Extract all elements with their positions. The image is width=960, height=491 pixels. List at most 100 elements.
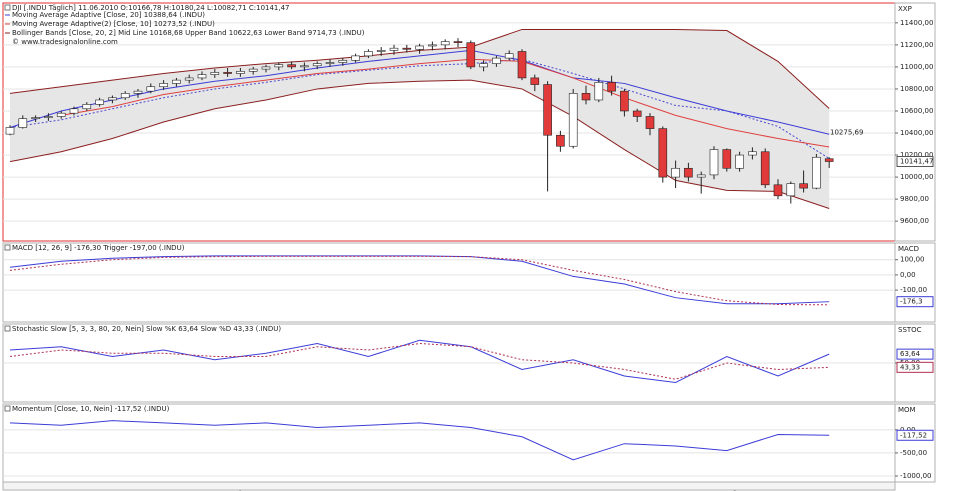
axis-area	[894, 403, 936, 483]
candle-body	[172, 79, 181, 84]
candle-body	[146, 86, 156, 92]
panel-icon	[4, 405, 11, 412]
candle-body	[197, 74, 207, 79]
candle-body	[824, 158, 834, 162]
candle-body	[56, 112, 66, 117]
axis-area	[894, 242, 936, 323]
candle-body	[120, 93, 130, 99]
candle-body	[210, 72, 220, 75]
indicator-line	[9, 420, 830, 461]
candle-body	[671, 167, 680, 178]
candle-body	[620, 90, 629, 112]
y-tick-label: 10800,00	[900, 85, 933, 93]
candle-body	[568, 93, 578, 147]
candle-body	[325, 62, 335, 64]
candle-body	[530, 77, 540, 85]
candle-body	[453, 41, 463, 43]
last-value-label: -176,3	[900, 298, 923, 306]
panel-title: DJI [.INDU Täglich] 11.06.2010 O:10166,7…	[12, 4, 290, 12]
candle-body	[696, 174, 706, 178]
candle-body	[722, 149, 732, 169]
candle-body	[261, 66, 271, 70]
candle-body	[300, 65, 309, 68]
candle-body	[581, 93, 591, 101]
y-tick-label: 9600,00	[900, 217, 929, 225]
candle-body	[428, 44, 437, 47]
axis-area	[894, 2, 936, 242]
candle-body	[338, 59, 348, 63]
axis-label: SSTOC	[898, 326, 922, 334]
indicator-line	[9, 255, 830, 306]
legend-entry: Bollinger Bands [Close, 20, 2] Mid Line …	[12, 29, 365, 37]
last-value-label: -117,52	[900, 431, 927, 439]
candle-body	[108, 97, 117, 101]
panel-icon	[4, 4, 11, 11]
candle-body	[69, 108, 79, 114]
last-value-box	[896, 348, 934, 360]
y-tick-label: -500,00	[900, 449, 927, 457]
candle-body	[504, 53, 514, 59]
y-tick-label: -100,00	[900, 286, 927, 294]
candle-body	[287, 64, 296, 68]
indicator-line	[9, 342, 830, 380]
y-tick-label: 0,00	[900, 271, 916, 279]
candle-body	[645, 116, 655, 129]
legend-entry: Moving Average Adaptive(2) [Close, 10] 1…	[12, 20, 215, 28]
lower-band	[9, 79, 830, 209]
candle-body	[812, 156, 821, 189]
axis-label: XXP	[898, 5, 912, 13]
panel	[2, 242, 896, 323]
candle-body	[95, 99, 104, 105]
candle-body	[31, 117, 40, 119]
candle-body	[799, 183, 808, 189]
candle-body	[748, 151, 757, 156]
y-tick-label: 10200,00	[900, 151, 933, 159]
candle-body	[223, 72, 232, 74]
candle-body	[517, 51, 527, 79]
candle-body	[133, 90, 143, 94]
y-tick-label: 10000,00	[900, 173, 933, 181]
candle-body	[18, 118, 28, 128]
candle-body	[492, 57, 501, 64]
axis-label: MOM	[898, 406, 916, 414]
candle-body	[159, 83, 168, 88]
candle-body	[735, 154, 744, 169]
candle-body	[658, 128, 668, 178]
candle-body	[248, 68, 258, 72]
candle-body	[479, 63, 488, 68]
bottom-axis	[2, 481, 896, 491]
candle-body	[274, 64, 284, 68]
y-tick-label: 11200,00	[900, 41, 933, 49]
axis-label: MACD	[898, 245, 919, 253]
y-tick-label: 11400,00	[900, 19, 933, 27]
candle-body	[760, 151, 770, 186]
candle-body	[236, 71, 245, 74]
last-value-box	[896, 296, 934, 308]
legend-entry: © www.tradesignalonline.com	[12, 38, 118, 46]
candle-body	[466, 42, 476, 68]
moving-average	[61, 58, 830, 148]
last-value-box	[896, 361, 934, 373]
last-value-box	[896, 156, 934, 168]
candle-body	[364, 51, 373, 57]
panel-title: Momentum [Close, 10, Nein] -117,52 (.IND…	[12, 405, 170, 413]
candle-body	[376, 50, 386, 52]
last-value-box	[896, 429, 934, 441]
candle-body	[543, 84, 552, 136]
candle-body	[415, 45, 424, 50]
candle-body	[44, 116, 53, 118]
candle-body	[402, 47, 412, 50]
candle-body	[632, 110, 642, 117]
annotation: 10275,69	[830, 129, 863, 137]
candle-body	[684, 167, 693, 178]
last-value-label: 43,33	[900, 363, 920, 371]
candle-body	[389, 47, 399, 51]
panel-icon	[4, 325, 11, 332]
candle-body	[709, 149, 719, 176]
candle-body	[82, 104, 92, 110]
moving-average	[9, 49, 830, 135]
candle-body	[594, 82, 604, 101]
panel	[2, 403, 896, 483]
candle-body	[312, 63, 322, 67]
